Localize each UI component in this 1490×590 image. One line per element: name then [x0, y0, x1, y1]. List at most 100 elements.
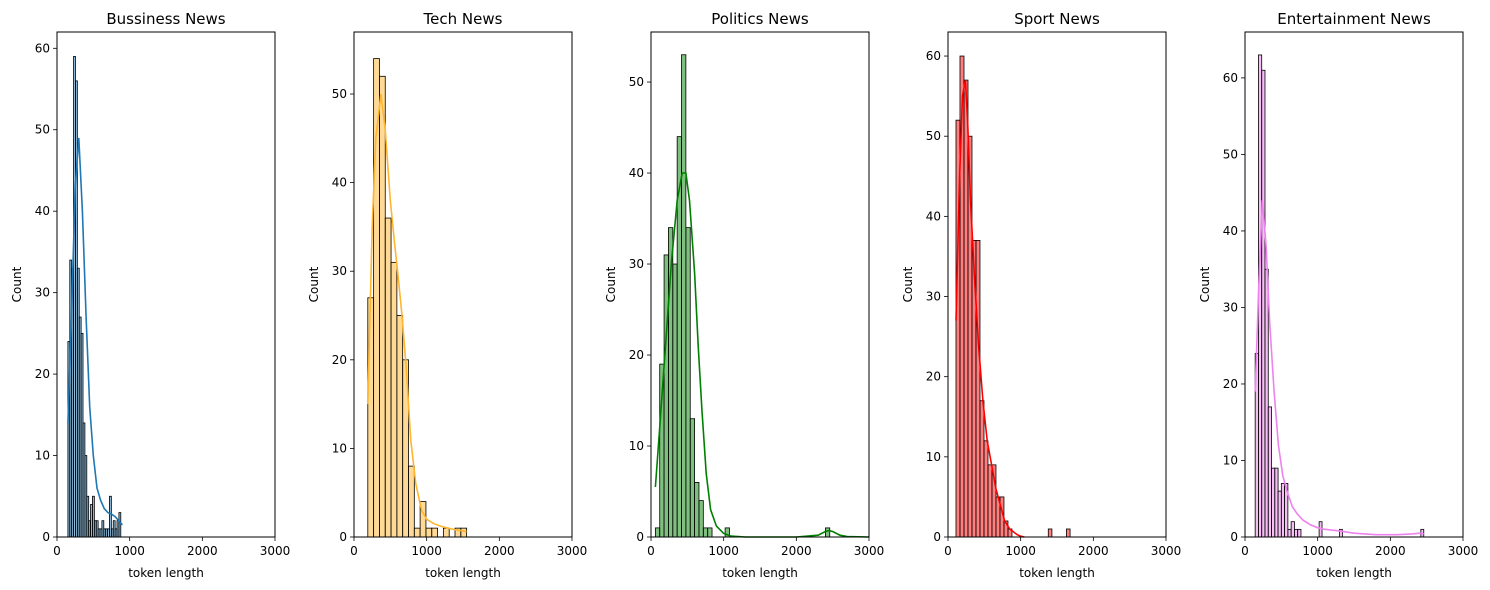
histogram-bar — [442, 527, 450, 538]
histogram-bar — [707, 527, 713, 538]
histogram-bar — [425, 527, 433, 538]
histogram-bar — [118, 512, 122, 538]
x-tick-label: 3000 — [260, 544, 291, 558]
histogram-bar — [663, 254, 669, 538]
y-tick-label: 40 — [332, 176, 347, 190]
y-tick-label: 50 — [1223, 147, 1238, 161]
histogram-bar — [384, 217, 392, 538]
y-tick-label: 0 — [636, 530, 644, 544]
y-tick-label: 20 — [1223, 377, 1238, 391]
histogram-bar — [1274, 467, 1279, 538]
y-axis-label: Count — [901, 266, 915, 302]
x-tick-label: 1000 — [411, 544, 442, 558]
chart-title: Sport News — [1014, 10, 1100, 28]
chart-panel-3: 0 1000 2000 3000 0 10 20 30 40 50 60 Sport News toke… — [901, 10, 1181, 580]
y-tick-label: 50 — [926, 129, 941, 143]
y-tick-label: 20 — [332, 353, 347, 367]
axes-frame — [56, 31, 276, 538]
histogram-bar — [1290, 521, 1295, 538]
histogram-bar — [1047, 528, 1053, 538]
x-tick-label: 0 — [53, 544, 61, 558]
x-tick-label: 1000 — [114, 544, 145, 558]
chart-title: Bussiness News — [106, 10, 225, 28]
histogram-bar — [1287, 528, 1292, 538]
y-tick-label: 20 — [35, 367, 50, 381]
histogram-bars — [367, 58, 468, 538]
histogram-bar — [1280, 483, 1286, 538]
histogram-bar — [460, 527, 468, 538]
histogram-bar — [694, 482, 700, 538]
y-tick-label: 20 — [629, 348, 644, 362]
histogram-bar — [685, 227, 691, 538]
x-tick-label: 3000 — [1448, 544, 1479, 558]
y-tick-label: 60 — [926, 49, 941, 63]
x-tick-label: 0 — [647, 544, 655, 558]
histogram-bar — [367, 297, 375, 538]
x-axis-label: token length — [722, 566, 798, 580]
x-tick-label: 0 — [1241, 544, 1249, 558]
histogram-bar — [702, 527, 709, 538]
histogram-bar — [396, 315, 404, 538]
y-tick-label: 30 — [926, 290, 941, 304]
y-tick-label: 0 — [339, 530, 347, 544]
histogram-bar — [379, 75, 386, 538]
histogram-bar — [983, 440, 989, 538]
kde-line — [654, 172, 870, 538]
histogram-bar — [1277, 490, 1282, 538]
histogram-bar — [1267, 406, 1272, 538]
y-tick-label: 0 — [1230, 530, 1238, 544]
kde-line — [367, 93, 467, 533]
x-tick-label: 3000 — [1151, 544, 1182, 558]
histogram-bars — [654, 54, 831, 538]
x-tick-label: 3000 — [854, 544, 885, 558]
x-tick-label: 2000 — [781, 544, 812, 558]
x-axis-label: token length — [1019, 566, 1095, 580]
x-axis-label: token length — [1316, 566, 1392, 580]
histogram-bar — [1271, 467, 1276, 538]
axes-frame — [650, 31, 870, 538]
y-axis-label: Count — [1198, 266, 1212, 302]
histogram-bar — [413, 527, 421, 538]
x-axis-label: token length — [128, 566, 204, 580]
chart-title: Tech News — [423, 10, 503, 28]
y-tick-label: 30 — [1223, 300, 1238, 314]
y-axis-label: Count — [604, 266, 618, 302]
histogram-bar — [390, 261, 398, 538]
histogram-bars — [955, 55, 1071, 538]
axes-frame — [353, 31, 573, 538]
histogram-bar — [979, 400, 985, 538]
chart-title: Politics News — [711, 10, 809, 28]
y-tick-label: 40 — [926, 209, 941, 223]
x-tick-label: 2000 — [1375, 544, 1406, 558]
histogram-bar — [1066, 528, 1071, 538]
histogram-bar — [431, 527, 438, 538]
y-tick-label: 0 — [933, 530, 941, 544]
histogram-bar — [825, 527, 831, 538]
x-tick-label: 1000 — [1302, 544, 1333, 558]
y-tick-label: 50 — [629, 75, 644, 89]
chart-title: Entertainment News — [1277, 10, 1431, 28]
histogram-bars — [67, 56, 122, 538]
histogram-bar — [987, 464, 993, 538]
histogram-bar — [963, 79, 969, 538]
kde-line — [1254, 200, 1424, 536]
y-tick-label: 10 — [926, 450, 941, 464]
y-tick-label: 10 — [332, 441, 347, 455]
axes-frame — [947, 31, 1167, 538]
histogram-bar — [654, 527, 661, 538]
y-tick-label: 20 — [926, 370, 941, 384]
y-tick-label: 10 — [1223, 453, 1238, 467]
chart-panel-1: 0 1000 2000 3000 0 10 20 30 40 50 Tech News token l… — [307, 10, 587, 580]
y-tick-label: 10 — [629, 439, 644, 453]
histogram-bar — [408, 465, 415, 538]
x-tick-label: 3000 — [557, 544, 588, 558]
histogram-bar — [698, 500, 704, 538]
histogram-bar — [1297, 528, 1302, 538]
y-tick-label: 60 — [1223, 71, 1238, 85]
y-tick-label: 60 — [35, 41, 50, 55]
y-tick-label: 40 — [629, 166, 644, 180]
histogram-bar — [1261, 69, 1266, 538]
chart-panel-4: 0 1000 2000 3000 0 10 20 30 40 50 60 Entertainment … — [1198, 10, 1478, 580]
axes-frame — [1244, 31, 1464, 538]
